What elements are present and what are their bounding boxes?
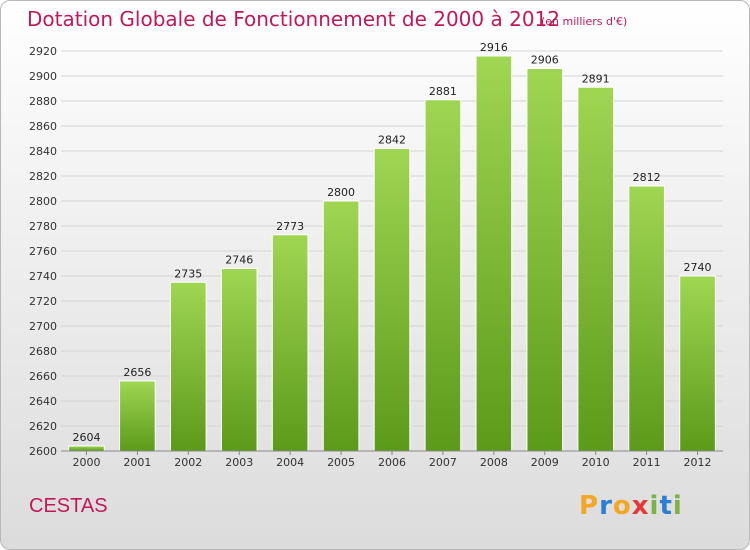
y-tick-label: 2660 — [29, 370, 57, 383]
x-tick-label: 2003 — [225, 456, 253, 469]
bar-2000 — [68, 445, 105, 452]
y-tick-label: 2800 — [29, 195, 57, 208]
x-tick-label: 2008 — [480, 456, 508, 469]
commune-name: CESTAS — [29, 495, 108, 517]
logo-letter: i — [649, 491, 660, 521]
value-labels: 2604 2656 2735 2746 2773 2800 2842 2881 2916 2906… — [72, 41, 711, 444]
bars — [68, 55, 716, 452]
x-tick-label: 2012 — [684, 456, 712, 469]
bar-2008 — [475, 55, 513, 452]
y-tick-label: 2680 — [29, 345, 57, 358]
value-label: 2656 — [123, 366, 151, 379]
proxiti-logo[interactable]: Proxiti — [579, 491, 683, 521]
y-tick-label: 2900 — [29, 70, 57, 83]
value-label: 2740 — [684, 261, 712, 274]
value-label: 2906 — [531, 54, 559, 67]
x-tick-label: 2000 — [72, 456, 100, 469]
x-tick-label: 2010 — [582, 456, 610, 469]
y-tick-label: 2640 — [29, 395, 57, 408]
x-axis-ticks: 2000 2001 2002 2003 2004 2005 2006 2007 2008 2009… — [72, 451, 712, 469]
y-tick-label: 2880 — [29, 95, 57, 108]
y-tick-label: 2860 — [29, 120, 57, 133]
logo-letter: P — [579, 491, 600, 521]
bar-2012 — [679, 275, 716, 452]
value-label: 2773 — [276, 220, 304, 233]
x-tick-label: 2005 — [327, 456, 355, 469]
value-label: 2746 — [225, 254, 253, 267]
y-tick-label: 2740 — [29, 270, 57, 283]
y-tick-label: 2780 — [29, 220, 57, 233]
bar-2002 — [169, 281, 207, 452]
value-label: 2916 — [480, 41, 508, 54]
y-tick-label: 2600 — [29, 445, 57, 458]
bar-2006 — [373, 148, 411, 452]
logo-letter: r — [599, 491, 613, 521]
bar-2001 — [119, 380, 156, 452]
bar-2005 — [322, 200, 360, 452]
x-tick-label: 2004 — [276, 456, 304, 469]
value-label: 2891 — [582, 72, 610, 85]
y-tick-label: 2840 — [29, 145, 57, 158]
value-label: 2604 — [72, 431, 100, 444]
logo-letter: o — [612, 491, 632, 521]
value-label: 2812 — [633, 171, 661, 184]
x-tick-label: 2002 — [174, 456, 202, 469]
bar-2003 — [220, 268, 258, 452]
logo-letter: x — [631, 491, 650, 521]
value-label: 2800 — [327, 186, 355, 199]
chart-title: Dotation Globale de Fonctionnement de 20… — [27, 7, 560, 31]
x-tick-label: 2011 — [633, 456, 661, 469]
x-tick-label: 2006 — [378, 456, 406, 469]
x-tick-label: 2009 — [531, 456, 559, 469]
y-tick-label: 2820 — [29, 170, 57, 183]
x-tick-label: 2001 — [123, 456, 151, 469]
x-tick-label: 2007 — [429, 456, 457, 469]
y-tick-label: 2620 — [29, 420, 57, 433]
bar-2004 — [271, 234, 309, 452]
y-tick-label: 2700 — [29, 320, 57, 333]
bar-2010 — [577, 86, 615, 452]
value-label: 2881 — [429, 85, 457, 98]
chart-unit-note: (en milliers d'€) — [541, 15, 628, 28]
y-axis-ticks: 2600 2620 2640 2660 2680 2700 2720 2740 2760 2780… — [29, 45, 57, 458]
logo-letter: i — [672, 491, 683, 521]
y-tick-label: 2920 — [29, 45, 57, 58]
bar-2007 — [424, 99, 462, 452]
logo-letter: t — [659, 491, 673, 521]
y-tick-label: 2760 — [29, 245, 57, 258]
value-label: 2842 — [378, 134, 406, 147]
bar-2011 — [628, 185, 665, 452]
value-label: 2735 — [174, 267, 202, 280]
y-tick-label: 2720 — [29, 295, 57, 308]
bar-2009 — [526, 68, 564, 452]
